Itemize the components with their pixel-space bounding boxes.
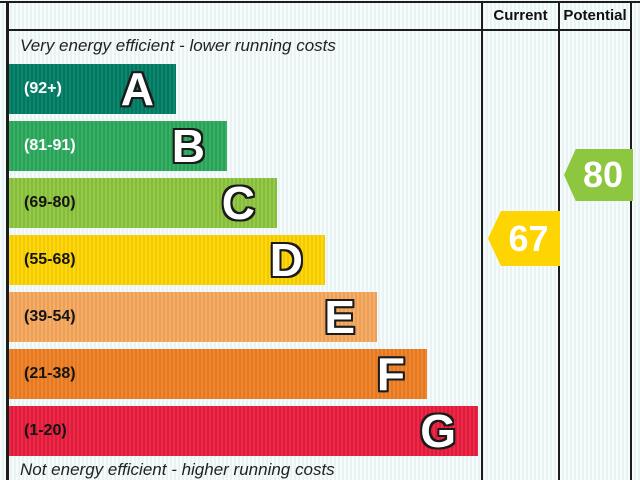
current-column-divider <box>481 1 483 480</box>
band-letter: G <box>420 405 456 457</box>
band-c: (69-80) C <box>9 178 277 228</box>
band-letter: C <box>221 177 255 229</box>
bottom-caption: Not energy efficient - higher running co… <box>20 460 335 479</box>
band-letter: B <box>171 120 205 172</box>
table-left-border <box>6 1 9 480</box>
header-divider <box>6 29 632 31</box>
band-e: (39-54) E <box>9 292 377 342</box>
potential-value: 80 <box>582 154 624 195</box>
current-column-header: Current <box>493 7 548 24</box>
band-g: (1-20) G <box>9 406 478 456</box>
band-a: (92+) A <box>9 64 176 114</box>
band-letter: E <box>324 291 355 343</box>
band-range: (1-20) <box>24 422 67 439</box>
band-range: (69-80) <box>24 194 76 211</box>
current-value: 67 <box>508 217 549 259</box>
band-d: (55-68) D <box>9 235 325 285</box>
band-letter: D <box>269 234 303 286</box>
current-arrow: 67 <box>488 211 560 266</box>
band-range: (92+) <box>24 80 62 97</box>
band-range: (55-68) <box>24 251 76 268</box>
band-f: (21-38) F <box>9 349 427 399</box>
band-letter: A <box>120 63 154 115</box>
potential-arrow: 80 <box>564 149 633 201</box>
band-range: (21-38) <box>24 365 76 382</box>
top-caption: Very energy efficient - lower running co… <box>20 36 336 55</box>
potential-column-header: Potential <box>563 7 627 24</box>
band-range: (81-91) <box>24 137 76 154</box>
band-b: (81-91) B <box>9 121 227 171</box>
band-letter: F <box>376 348 405 400</box>
table-top-border <box>0 1 640 3</box>
band-range: (39-54) <box>24 308 76 325</box>
table-right-border <box>630 1 632 480</box>
